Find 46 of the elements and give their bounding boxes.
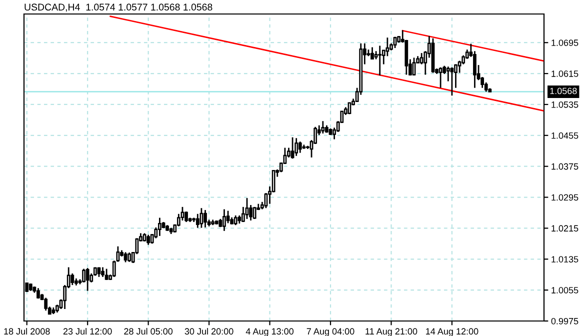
x-tick-label: 28 Jul 05:00 <box>124 328 173 335</box>
candlestick <box>222 208 226 232</box>
y-tick-label: 0.9975 <box>551 318 578 324</box>
candlestick <box>146 234 150 246</box>
candlestick <box>200 207 204 229</box>
x-tick-label: 4 Aug 13:00 <box>246 328 294 336</box>
x-tick-label: 14 Aug 12:00 <box>426 328 478 336</box>
candlestick <box>370 46 374 60</box>
x-tick-label: 7 Aug 04:00 <box>306 328 354 336</box>
candlestick <box>298 140 302 154</box>
candlestick <box>446 66 450 82</box>
candlestick <box>294 137 298 157</box>
candlestick <box>234 214 238 226</box>
y-tick-label: 1.0295 <box>552 194 578 201</box>
candlestick <box>158 217 162 237</box>
candlestick <box>44 297 48 312</box>
candlestick <box>128 252 132 263</box>
candlestick <box>70 272 74 286</box>
y-tick-label: 1.0135 <box>552 256 578 262</box>
y-tick-label: 1.0215 <box>552 225 578 232</box>
candlestick <box>101 266 104 278</box>
candlestick <box>378 45 382 76</box>
candlestick <box>321 120 325 134</box>
x-tick-label: 11 Aug 21:00 <box>366 328 418 336</box>
candlestick <box>438 66 442 89</box>
y-tick-label: 1.0455 <box>552 132 578 139</box>
candlestick <box>412 56 416 76</box>
y-tick-label: 1.0695 <box>552 40 578 46</box>
y-tick-label: 1.0535 <box>552 101 578 108</box>
candlestick <box>124 251 128 263</box>
candlestick <box>245 197 249 220</box>
candlestick <box>204 209 207 228</box>
y-tick-label: 1.0055 <box>552 287 578 294</box>
chart-title: USDCAD,H4 1.0574 1.0577 1.0568 1.0568 <box>24 4 212 12</box>
ref-line-label: 1.0568 <box>550 88 577 94</box>
candlestick <box>184 210 188 223</box>
candlestick <box>386 36 390 57</box>
x-tick-label: 23 Jul 12:00 <box>63 328 112 335</box>
candlestick <box>420 52 424 65</box>
y-tick-label: 1.0375 <box>552 163 578 170</box>
x-tick-label: 30 Jul 20:00 <box>184 328 234 335</box>
candlestick <box>290 136 294 160</box>
candlestick <box>450 66 454 96</box>
x-tick-label: 18 Jul 2008 <box>4 328 50 335</box>
y-tick-label: 1.0615 <box>552 70 578 77</box>
candlestick <box>86 267 90 292</box>
